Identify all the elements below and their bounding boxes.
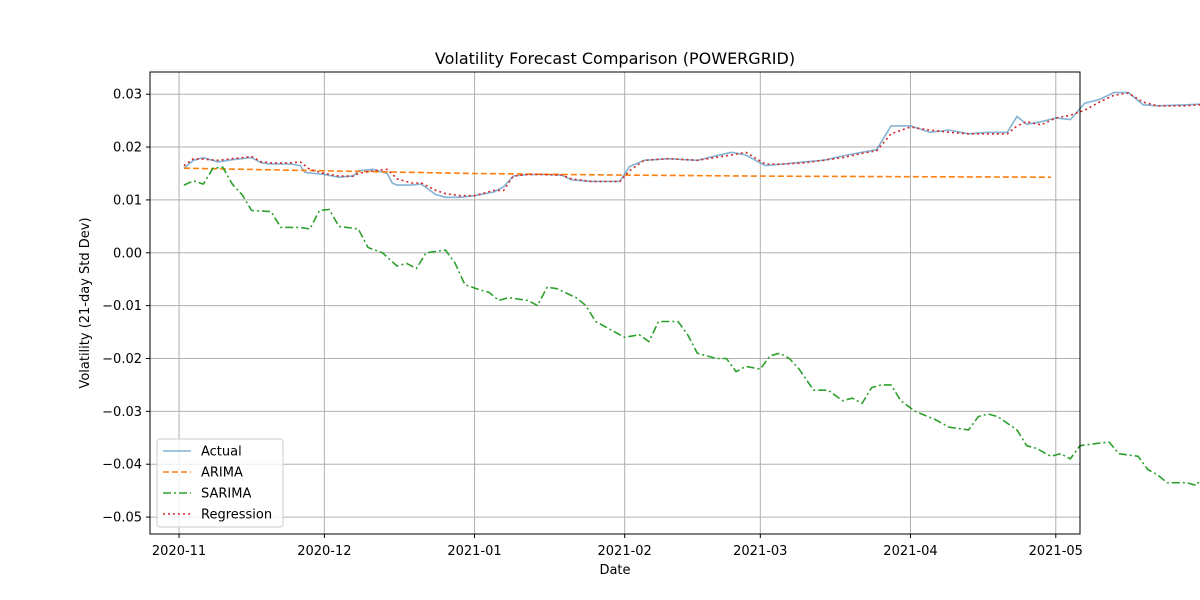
y-tick-label: −0.01 [102,299,142,314]
x-tick-label: 2021-05 [1029,544,1083,559]
x-tick-label: 2021-03 [733,544,787,559]
series-line-arima [183,167,1051,178]
y-axis-label: Volatility (21-day Std Dev) [78,217,93,388]
y-tick-label: −0.02 [102,352,142,367]
x-axis-label: Date [599,563,630,578]
x-tick-label: 2020-11 [152,544,206,559]
legend-label-sarima: SARIMA [201,487,251,502]
y-tick-label: −0.04 [102,458,142,473]
legend-box [156,438,284,528]
x-tick-label: 2020-12 [297,544,351,559]
y-tick-label: 0.02 [113,141,142,156]
plot-frame [149,71,1081,535]
series-line-regression [183,92,1200,197]
x-axis-ticks: 2020-11 2020-12 2021-01 2021-02 2021-03 2021-… [152,534,1083,559]
y-axis-ticks: 0.03 0.02 0.01 0.00 −0.01 −0.02 −0.03 −0.04 −0.0… [102,88,150,526]
legend: Actual ARIMA SARIMA Regression [156,438,284,528]
x-tick-label: 2021-04 [883,544,937,559]
y-tick-label: −0.03 [102,405,142,420]
y-tick-label: 0.01 [113,193,142,208]
chart-title: Volatility Forecast Comparison (POWERGRI… [435,49,795,68]
y-tick-label: −0.05 [102,511,142,526]
legend-label-actual: Actual [201,445,242,460]
series-line-actual [183,91,1200,199]
y-tick-label: 0.03 [113,88,142,103]
legend-label-regression: Regression [201,508,272,523]
grid [150,72,1080,534]
y-tick-label: 0.00 [113,246,142,261]
legend-label-arima: ARIMA [201,466,243,481]
x-tick-label: 2021-01 [447,544,501,559]
x-tick-label: 2021-02 [598,544,652,559]
